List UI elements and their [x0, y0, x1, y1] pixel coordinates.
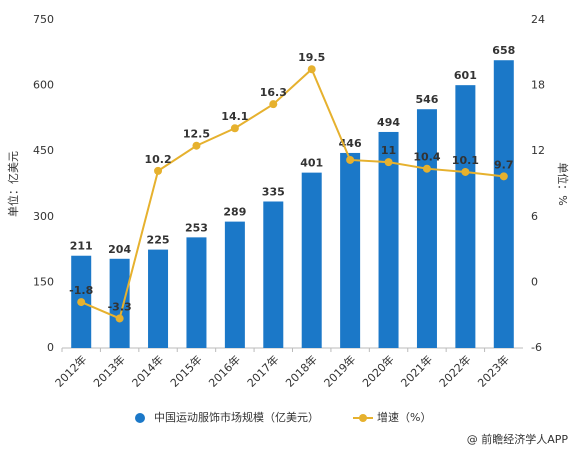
bar-label: 225: [147, 234, 170, 247]
line-label: 14.1: [221, 110, 248, 123]
line-point: [499, 172, 508, 181]
legend-label: 中国运动服饰市场规模（亿美元）: [154, 410, 319, 424]
bar: [263, 201, 284, 348]
y-tick-label: 0: [47, 341, 54, 354]
line-label: 19.5: [298, 51, 325, 64]
bar-label: 546: [415, 93, 438, 106]
y-tick-label: 600: [33, 79, 54, 92]
line-point: [307, 65, 316, 74]
line: [80, 67, 504, 320]
line-point: [115, 314, 124, 323]
bar-label: 494: [377, 116, 400, 129]
bar: [455, 85, 476, 349]
legend-label: 增速（%）: [377, 410, 431, 424]
bar: [416, 109, 437, 348]
x-tick-label: 2023年: [475, 352, 512, 389]
bar: [378, 131, 399, 348]
bar-label: 601: [454, 69, 477, 82]
x-tick-label: 2019年: [321, 352, 358, 389]
x-tick-label: 2018年: [282, 352, 319, 389]
line-point: [154, 166, 163, 175]
y2-axis-label: 单位：%: [556, 162, 570, 205]
line-label: 9.7: [494, 158, 514, 171]
line-label: -3.3: [108, 300, 132, 313]
bar-label: 335: [262, 185, 285, 198]
y-tick-label: 300: [33, 210, 54, 223]
legend-marker: [135, 413, 145, 423]
y2-tick-label: 18: [531, 79, 545, 92]
x-tick-label: 2014年: [129, 352, 166, 389]
bar: [148, 249, 169, 348]
y-tick-label: 450: [33, 144, 54, 157]
line-label: -1.8: [69, 284, 93, 297]
line-point: [192, 141, 201, 150]
x-tick-label: 2013年: [90, 352, 127, 389]
bar: [186, 237, 207, 348]
line-point: [346, 155, 355, 164]
y2-tick-label: 6: [531, 210, 538, 223]
y2-tick-label: 12: [531, 144, 545, 157]
line-point: [461, 167, 470, 176]
line-label: 10.2: [144, 153, 171, 166]
bar-label: 401: [300, 157, 323, 170]
x-tick-label: 2017年: [244, 352, 281, 389]
legend-marker: [359, 414, 367, 422]
bar-label: 289: [223, 206, 246, 219]
line-point: [77, 298, 86, 307]
line-point: [269, 100, 278, 109]
line-label: 11: [381, 144, 396, 157]
line-point: [422, 164, 431, 173]
bar-label: 253: [185, 221, 208, 234]
y2-tick-label: 24: [531, 13, 545, 26]
line-label: 12.5: [183, 128, 210, 141]
bar-label: 211: [70, 240, 93, 253]
x-tick-label: 2016年: [206, 352, 243, 389]
x-tick-label: 2020年: [359, 352, 396, 389]
bar: [301, 172, 322, 348]
x-tick-label: 2021年: [398, 352, 435, 389]
bar: [109, 258, 130, 348]
y-axis-label: 单位：亿美元: [6, 151, 20, 217]
y2-tick-label: 0: [531, 275, 538, 288]
x-tick-label: 2015年: [167, 352, 204, 389]
bar-label: 658: [492, 44, 515, 57]
line-point: [230, 124, 239, 133]
line-label: 16.3: [260, 86, 287, 99]
bar: [340, 152, 361, 348]
source: @ 前瞻经济学人APP: [467, 432, 569, 446]
bar-label: 204: [108, 243, 131, 256]
line-label: 10.1: [452, 154, 479, 167]
bar: [493, 60, 514, 348]
y-tick-label: 150: [33, 275, 54, 288]
line-label: 10.4: [413, 151, 440, 164]
y2-tick-label: -6: [531, 341, 542, 354]
y-tick-label: 750: [33, 13, 54, 26]
line-point: [384, 158, 393, 167]
x-tick-label: 2012年: [52, 352, 89, 389]
x-tick-label: 2022年: [436, 352, 473, 389]
bar: [224, 221, 245, 348]
